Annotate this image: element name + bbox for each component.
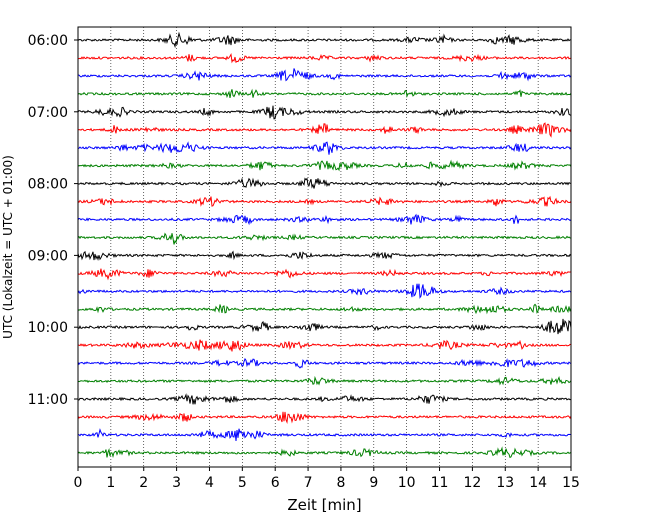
x-tick-label: 1 [106,475,115,491]
x-axis-ticks: 0 1 2 3 4 5 6 7 8 9 10 11 12 13 14 15 [74,467,580,491]
trace-0630 [77,68,572,82]
x-tick-label: 8 [336,475,345,491]
x-tick-label: 3 [172,475,181,491]
y-axis-label: UTC (Lokalzeit = UTC + 01:00) [1,155,15,339]
trace-1015 [77,339,572,352]
y-axis-ticks: 06:00 07:00 08:00 09:00 10:00 11:00 [28,33,78,408]
y-tick-label: 06:00 [28,33,68,49]
plot-frame [77,26,572,468]
y-tick-label: 08:00 [28,177,68,193]
trace-0900 [77,250,572,261]
x-tick-label: 13 [496,475,514,491]
x-tick-label: 12 [463,475,481,491]
trace-0730 [77,141,572,155]
trace-1045 [77,375,572,386]
trace-0915 [77,268,572,281]
trace-0815 [77,195,572,207]
x-grid [110,27,539,467]
x-tick-label: 4 [205,475,214,491]
trace-1145 [77,446,572,459]
x-tick-label: 14 [529,475,547,491]
x-tick-label: 15 [562,475,580,491]
trace-0930 [77,283,572,299]
x-axis-label: Zeit [min] [287,496,361,514]
trace-0700 [77,105,572,120]
traces [77,31,572,459]
trace-0600 [77,31,572,49]
x-tick-label: 11 [431,475,449,491]
x-tick-label: 7 [304,475,313,491]
trace-1130 [77,428,572,442]
x-tick-label: 10 [398,475,416,491]
y-tick-label: 11:00 [28,392,68,408]
trace-1115 [77,411,572,425]
trace-1000 [77,318,572,335]
trace-0830 [77,213,572,226]
trace-0645 [77,88,572,99]
y-tick-label: 09:00 [28,248,68,264]
trace-0945 [77,303,572,315]
trace-1100 [77,393,572,405]
trace-0715 [77,122,572,138]
x-tick-label: 9 [369,475,378,491]
x-tick-label: 0 [74,475,83,491]
trace-0745 [77,159,572,172]
x-tick-label: 2 [139,475,148,491]
x-tick-label: 6 [271,475,280,491]
x-tick-label: 5 [238,475,247,491]
trace-0800 [77,177,572,189]
trace-1030 [77,357,572,369]
y-tick-label: 10:00 [28,320,68,336]
trace-0615 [77,53,572,64]
trace-0845 [77,232,572,245]
y-tick-label: 07:00 [28,105,68,121]
